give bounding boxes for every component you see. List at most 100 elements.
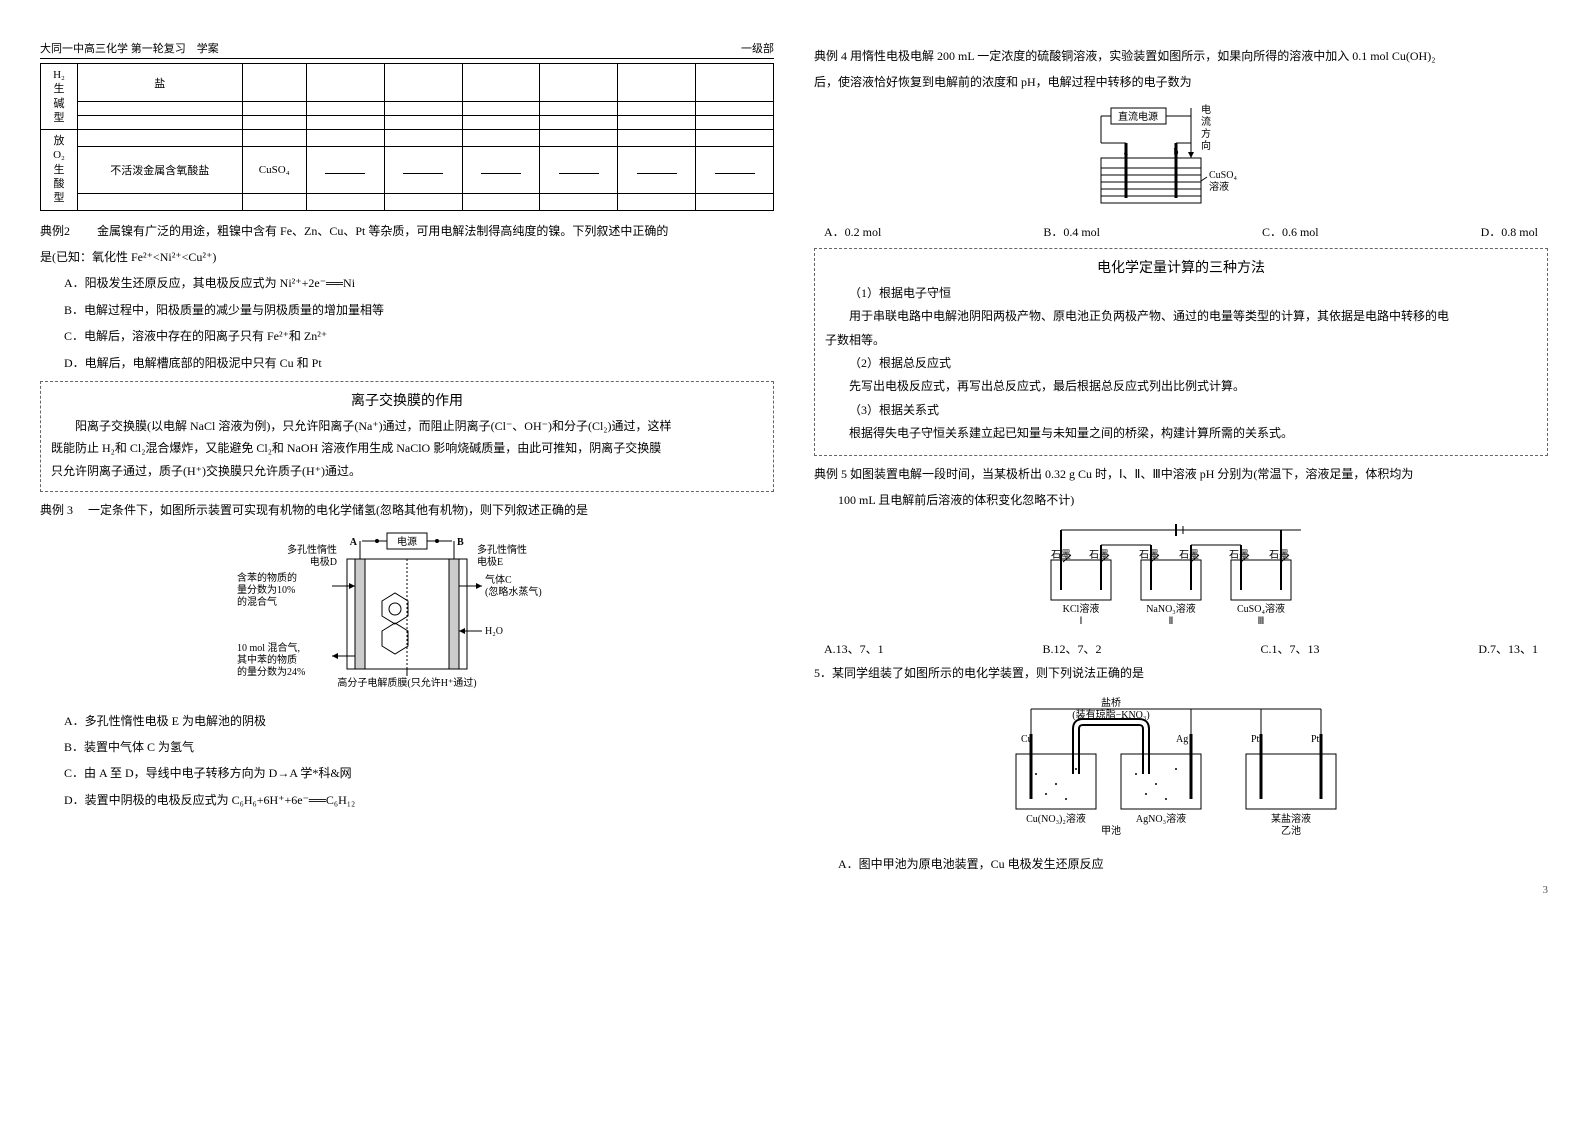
- h2o-label: H₂O: [485, 626, 503, 637]
- right-label2: 电极E: [477, 555, 503, 568]
- blank: [618, 64, 696, 102]
- ex3-optB: B．装置中气体 C 为氢气: [40, 737, 774, 757]
- sol2: 溶液: [1209, 180, 1229, 193]
- row2-c2: CuSO₄: [242, 147, 306, 194]
- box2-l4: 先写出电极反应式，再写出总反应式，最后根据总反应式列出比例式计算。: [825, 376, 1537, 396]
- power-label: 电源: [397, 535, 417, 548]
- box1-p3: 只允许阴离子通过，质子(H⁺)交换膜只允许质子(H⁺)通过。: [51, 461, 763, 481]
- elec-b: b: [1174, 147, 1179, 158]
- box2-l1: （1）根据电子守恒: [825, 283, 1537, 303]
- left-in2: 量分数为10%: [237, 583, 295, 596]
- q5-stem: 5．某同学组装了如图所示的电化学装置，则下列说法正确的是: [814, 663, 1548, 683]
- ex4-optC: C．0.6 mol: [1262, 223, 1319, 240]
- blank: [462, 64, 540, 102]
- ex2-optA: A．阳极发生还原反应，其电极反应式为 Ni²⁺+2e⁻══Ni: [40, 273, 774, 293]
- ex2-stem2: 是(已知：氧化性 Fe²⁺<Ni²⁺<Cu²⁺): [40, 247, 774, 267]
- ex4-options: A．0.2 mol B．0.4 mol C．0.6 mol D．0.8 mol: [814, 223, 1548, 240]
- s2a: NaNO₃溶液: [1146, 602, 1196, 615]
- row1-head: H₂生碱型: [41, 64, 78, 130]
- ex4-optA: A．0.2 mol: [824, 223, 881, 240]
- ag-label: Ag: [1176, 734, 1188, 745]
- ex2-optD: D．电解后，电解槽底部的阳极泥中只有 Cu 和 Pt: [40, 353, 774, 373]
- label-B: B: [457, 537, 464, 548]
- s2b: Ⅱ: [1169, 616, 1174, 627]
- box2-l2b: 子数相等。: [825, 330, 1537, 350]
- g6: 石墨: [1269, 549, 1289, 561]
- ex2-optC: C．电解后，溶液中存在的阳离子只有 Fe²⁺和 Zn²⁺: [40, 326, 774, 346]
- header-right: 一级部: [741, 40, 774, 56]
- cell2-label: 乙池: [1281, 824, 1301, 837]
- membrane-label: 高分子电解质膜(只允许H⁺通过): [337, 676, 476, 689]
- left-out1: 10 mol 混合气,: [237, 641, 300, 654]
- ex2-stem1: 金属镍有广泛的用途，粗镍中含有 Fe、Zn、Cu、Pt 等杂质，可用电解法制得高…: [97, 224, 668, 238]
- s1a: KCl溶液: [1063, 602, 1100, 615]
- ex3-optA: A．多孔性惰性电极 E 为电解池的阴极: [40, 711, 774, 731]
- ion-membrane-box: 离子交换膜的作用 阳离子交换膜(以电解 NaCl 溶液为例)，只允许阳离子(Na…: [40, 381, 774, 492]
- ex3-stem: 典例 3 一定条件下，如图所示装置可实现有机物的电化学储氢(忽略其他有机物)，则…: [40, 500, 774, 520]
- blank: [242, 64, 306, 102]
- svg-text:流: 流: [1201, 115, 1211, 128]
- page-header: 大同一中高三化学 第一轮复习 学案 一级部: [40, 40, 774, 59]
- left-in3: 的混合气: [237, 595, 277, 608]
- page-number: 3: [814, 884, 1548, 896]
- s3a: CuSO₄溶液: [1237, 602, 1285, 615]
- blank: [384, 64, 462, 102]
- flow-label: 电: [1201, 103, 1211, 116]
- box2-l2: 用于串联电路中电解池阴阳两极产物、原电池正负两极产物、通过的电量等类型的计算，其…: [825, 306, 1537, 326]
- box1-p1: 阳离子交换膜(以电解 NaCl 溶液为例)，只允许阳离子(Na⁺)通过，而阻止阴…: [51, 416, 763, 436]
- ex5-optA: A.13、7、1: [824, 640, 884, 657]
- ex2-stem: 典例2 金属镍有广泛的用途，粗镍中含有 Fe、Zn、Cu、Pt 等杂质，可用电解…: [40, 221, 774, 241]
- ex5-stem1: 典例 5 如图装置电解一段时间，当某极析出 0.32 g Cu 时，Ⅰ、Ⅱ、Ⅲ中…: [814, 464, 1548, 484]
- blank: [696, 64, 774, 102]
- classification-table: H₂生碱型 盐 放O₂生酸型: [40, 63, 774, 211]
- box2-title: 电化学定量计算的三种方法: [825, 257, 1537, 277]
- sol3-label: 某盐溶液: [1271, 812, 1311, 825]
- gasC-2: (忽略水蒸气): [485, 585, 542, 598]
- svg-text:方: 方: [1201, 127, 1211, 140]
- left-in1: 含苯的物质的: [237, 571, 297, 584]
- methods-box: 电化学定量计算的三种方法 （1）根据电子守恒 用于串联电路中电解池阴阳两极产物、…: [814, 248, 1548, 456]
- ex5-stem2: 100 mL 且电解前后溶液的体积变化忽略不计): [814, 490, 1548, 510]
- pt1-label: Pt: [1251, 734, 1260, 745]
- box1-title: 离子交换膜的作用: [51, 390, 763, 410]
- gasC-1: 气体C: [485, 573, 512, 586]
- g3: 石墨: [1139, 549, 1159, 561]
- svg-text:向: 向: [1201, 139, 1211, 152]
- left-label1: 多孔性惰性: [287, 543, 337, 556]
- left-label2: 电极D: [310, 555, 337, 568]
- ex3-optD: D．装置中阴极的电极反应式为 C₆H₆+6H⁺+6e⁻══C₆H₁₂: [40, 790, 774, 810]
- ex4-optD: D．0.8 mol: [1481, 223, 1538, 240]
- sol1: CuSO₄: [1209, 170, 1237, 181]
- power-label: 直流电源: [1118, 110, 1158, 123]
- ex4-diagram: 直流电源 电 流 方 向: [814, 103, 1548, 213]
- ex5-optC: C.1、7、13: [1260, 640, 1319, 657]
- row1-c1: 盐: [78, 64, 243, 102]
- box1-p2: 既能防止 H₂和 Cl₂混合爆炸，又能避免 Cl₂和 NaOH 溶液作用生成 N…: [51, 438, 763, 458]
- right-label1: 多孔性惰性: [477, 543, 527, 556]
- label-A: A: [350, 537, 358, 548]
- q5-optA: A．图中甲池为原电池装置，Cu 电极发生还原反应: [814, 854, 1548, 874]
- cell1-label: 甲池: [1101, 824, 1121, 837]
- pt2-label: Pt: [1311, 734, 1320, 745]
- elec-a: a: [1124, 147, 1129, 158]
- left-out2: 其中苯的物质: [237, 653, 297, 666]
- box2-l3: （2）根据总反应式: [825, 353, 1537, 373]
- box2-l5: （3）根据关系式: [825, 400, 1537, 420]
- g5: 石墨: [1229, 549, 1249, 561]
- s1b: Ⅰ: [1080, 616, 1083, 627]
- ex4-stem1: 典例 4 用惰性电极电解 200 mL 一定浓度的硫酸铜溶液，实验装置如图所示，…: [814, 46, 1548, 66]
- cu-label: Cu: [1021, 734, 1033, 745]
- g4: 石墨: [1179, 549, 1199, 561]
- ex3-optC: C．由 A 至 D，导线中电子转移方向为 D→A 学*科&网: [40, 763, 774, 783]
- ex5-diagram: 石墨 石墨 KCl溶液 Ⅰ 石墨 石墨 NaNO₃溶液: [814, 520, 1548, 630]
- ex5-optD: D.7、13、1: [1478, 640, 1538, 657]
- s3b: Ⅲ: [1258, 616, 1265, 627]
- ex3-label: 典例 3: [40, 503, 73, 517]
- ex2-label: 典例2: [40, 224, 70, 238]
- box2-l6: 根据得失电子守恒关系建立起已知量与未知量之间的桥梁，构建计算所需的关系式。: [825, 423, 1537, 443]
- ex4-stem2: 后，使溶液恰好恢复到电解前的浓度和 pH，电解过程中转移的电子数为: [814, 72, 1548, 92]
- g1: 石墨: [1051, 549, 1071, 561]
- ex3-stem-text: 一定条件下，如图所示装置可实现有机物的电化学储氢(忽略其他有机物)，则下列叙述正…: [88, 503, 588, 517]
- left-out3: 的量分数为24%: [237, 665, 305, 678]
- blank: [306, 64, 384, 102]
